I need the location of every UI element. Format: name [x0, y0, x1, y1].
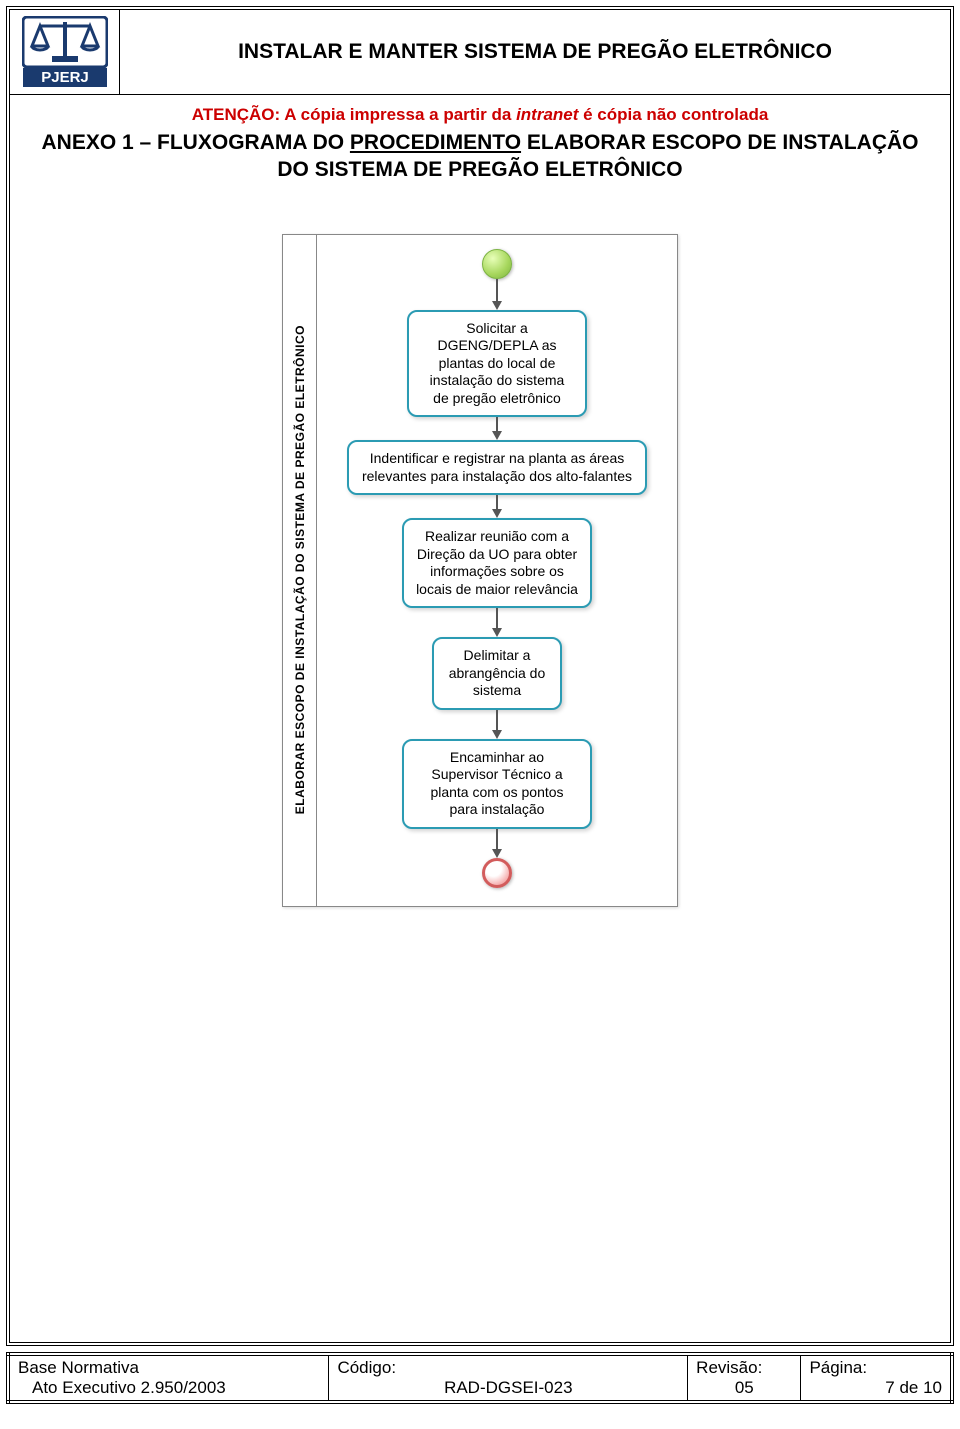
flow-column: Solicitar a DGENG/DEPLA as plantas do lo… [317, 235, 677, 906]
flow-step: Indentificar e registrar na planta as ár… [347, 440, 647, 495]
warning-intranet: intranet [516, 105, 578, 124]
footer-base-value: Ato Executivo 2.950/2003 [18, 1378, 320, 1398]
warning-suffix: é cópia não controlada [578, 105, 768, 124]
page-frame: PJERJ INSTALAR E MANTER SISTEMA DE PREGÃ… [6, 6, 954, 1346]
pjerj-logo-icon: PJERJ [22, 16, 108, 88]
flow-arrow [492, 608, 502, 637]
footer-revisao-value: 05 [696, 1378, 792, 1398]
end-node [482, 858, 512, 888]
spacer [10, 907, 950, 1342]
start-node [482, 249, 512, 279]
flow-arrow [492, 710, 502, 739]
flow-arrow [492, 417, 502, 440]
anexo-heading: ANEXO 1 – FLUXOGRAMA DO PROCEDIMENTO ELA… [20, 129, 940, 184]
flowchart-container: ELABORAR ESCOPO DE INSTALAÇÃO DO SISTEMA… [10, 234, 950, 907]
warning-banner: ATENÇÃO: A cópia impressa a partir da in… [10, 105, 950, 125]
title-cell: INSTALAR E MANTER SISTEMA DE PREGÃO ELET… [120, 10, 950, 94]
footer-codigo-value: RAD-DGSEI-023 [337, 1378, 679, 1398]
footer-table: Base Normativa Ato Executivo 2.950/2003 … [6, 1352, 954, 1404]
warning-prefix: ATENÇÃO: A cópia impressa a partir da [192, 105, 516, 124]
anexo-line1-pre: ANEXO 1 – FLUXOGRAMA DO [41, 131, 349, 154]
footer-pagina-value: 7 de 10 [809, 1378, 942, 1398]
footer-revisao-label: Revisão: [696, 1358, 792, 1378]
flow-step: Delimitar a abrangência do sistema [432, 637, 562, 710]
flow-step: Encaminhar ao Supervisor Técnico a plant… [402, 739, 592, 829]
document-title: INSTALAR E MANTER SISTEMA DE PREGÃO ELET… [238, 40, 832, 64]
lane-label-cell: ELABORAR ESCOPO DE INSTALAÇÃO DO SISTEMA… [283, 235, 317, 906]
anexo-line1-under: PROCEDIMENTO [350, 131, 521, 154]
footer-base-label: Base Normativa [18, 1358, 320, 1378]
flow-arrow [492, 279, 502, 310]
svg-text:PJERJ: PJERJ [41, 69, 89, 86]
anexo-line2: DO SISTEMA DE PREGÃO ELETRÔNICO [277, 158, 682, 181]
footer-codigo-label: Código: [337, 1358, 679, 1378]
flow-arrow [492, 829, 502, 858]
flow-step: Realizar reunião com a Direção da UO par… [402, 518, 592, 608]
anexo-line1-post: ELABORAR ESCOPO DE INSTALAÇÃO [521, 131, 918, 154]
flow-step: Solicitar a DGENG/DEPLA as plantas do lo… [407, 310, 587, 418]
swimlane: ELABORAR ESCOPO DE INSTALAÇÃO DO SISTEMA… [282, 234, 678, 907]
footer-pagina-label: Página: [809, 1358, 942, 1378]
flow-arrow [492, 495, 502, 518]
lane-label-text: ELABORAR ESCOPO DE INSTALAÇÃO DO SISTEMA… [293, 325, 307, 814]
header-row: PJERJ INSTALAR E MANTER SISTEMA DE PREGÃ… [10, 10, 950, 95]
logo-cell: PJERJ [10, 10, 120, 94]
